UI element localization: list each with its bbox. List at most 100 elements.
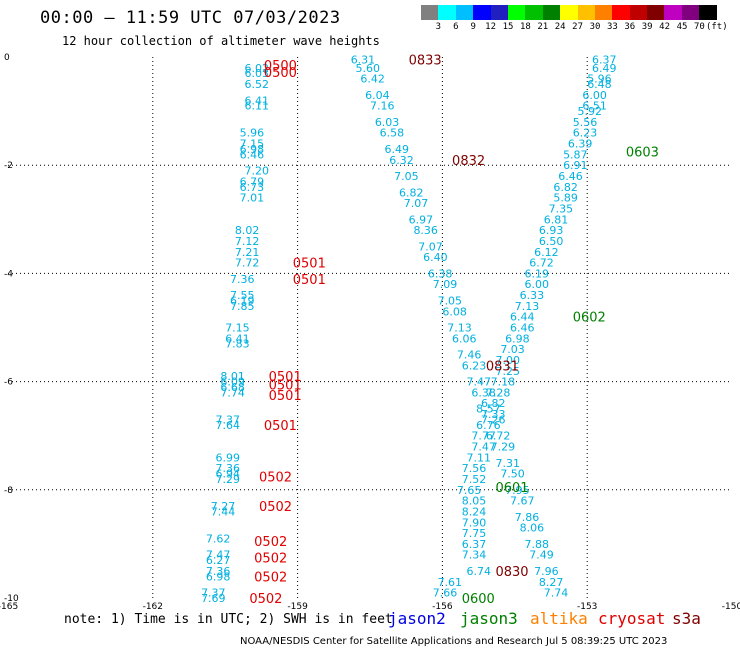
wave-height-value: 6.94 [216,468,241,481]
x-tick-label: -150 [722,602,740,612]
wave-height-value: 7.11 [467,451,492,464]
wave-height-value: 6.41 [225,332,250,345]
legend-swatch [525,5,543,20]
wave-height-value: 7.37 [216,413,241,426]
wave-height-value: 6.38 [428,267,453,280]
pass-time-label: 0501 [269,378,302,393]
legend-swatch [507,5,526,20]
wave-height-map[interactable]: -165 -162 -159 -156 -153 -150 0 -2 -4 -6 -8 -10 6.02… [0,0,740,612]
wave-height-value: 6.23 [573,127,598,140]
wave-height-value: 8.06 [520,522,545,535]
wave-height-value: 6.99 [216,451,241,464]
wave-height-value: 7.16 [370,100,395,113]
wave-height-value: 8.36 [413,224,438,237]
wave-height-value: 7.67 [510,495,535,508]
legend-label: 36 [624,22,636,32]
wave-height-value: 7.72 [235,257,260,270]
legend-label: 33 [606,22,618,32]
legend-swatch [560,5,578,20]
legend-swatch [681,5,700,20]
wave-height-value: 7.21 [235,246,260,259]
y-tick-label: 0 [4,53,10,63]
credit-line: NOAA/NESDIS Center for Satellite Applica… [240,636,668,647]
wave-height-value: 6.19 [230,294,255,307]
wave-height-value: 8.05 [462,495,487,508]
wave-height-value: 7.95 [505,484,530,497]
satellite-legend-item: s3a [672,609,701,628]
legend-label: 12 [485,22,497,32]
pass-time-label: 0831 [486,359,519,374]
wave-height-value: 6.68 [220,381,245,394]
wave-height-value: 7.36 [230,273,255,286]
wave-height-value: 7.36 [216,462,241,475]
pass-time-label: 0600 [462,592,495,607]
wave-height-value: 7.96 [534,565,559,578]
wave-height-value: 7.85 [230,300,255,313]
wave-height-value: 6.98 [505,332,530,345]
wave-height-value: 7.47 [206,549,231,562]
x-tick-label: -159 [287,602,308,612]
wave-height-value: 6.46 [240,148,265,161]
color-legend-bar [421,5,717,20]
x-tick-label: -153 [577,602,597,612]
wave-height-value: 6.50 [539,235,564,248]
wave-height-value: 6.72 [486,430,511,443]
wave-height-value: 7.07 [404,197,429,210]
legend-swatch [542,5,561,20]
wave-height-value: 7.77 [471,430,496,443]
wave-height-value: 6.49 [592,62,617,75]
wave-height-value: 6.03 [245,67,269,80]
wave-height-value: 7.47 [471,441,496,454]
legend-swatch [473,5,491,20]
wave-height-value: 6.42 [360,73,385,86]
wave-height-value: 7.07 [418,240,443,253]
wave-height-value: 6.82 [399,186,424,199]
legend-swatch [664,5,682,20]
wave-height-value: 6.46 [558,170,583,183]
wave-height-value: 7.05 [438,294,463,307]
wave-height-value: 8.24 [462,505,487,518]
wave-height-value: 7.52 [462,473,487,486]
wave-height-value: 6.76 [476,419,501,432]
wave-height-value: 7.03 [500,343,525,356]
wave-height-value: 6.37 [462,538,487,551]
pass-time-label: 0502 [259,500,292,515]
wave-height-value: 5.87 [563,148,588,161]
wave-height-value: 6.74 [467,565,492,578]
legend-swatch [612,5,630,20]
wave-height-value: 7.13 [515,300,540,313]
legend-swatch [577,5,595,20]
wave-height-value: 5.96 [587,73,612,86]
x-tick-label: -165 [0,602,18,612]
wave-height-value: 7.56 [462,462,487,475]
wave-height-value: 7.44 [211,505,236,518]
wave-height-value: 6.82 [553,181,578,194]
footnote: note: 1) Time is in UTC; 2) SWH is in fe… [64,612,393,627]
wave-height-value: 6.98 [206,570,231,583]
legend-swatch [421,5,439,20]
wave-height-value: 7.66 [433,587,458,600]
wave-height-value: 6.97 [409,213,434,226]
wave-height-value: 6.02 [245,62,269,75]
wave-height-value: 6.51 [582,100,607,113]
pass-time-label: 0833 [409,54,442,69]
wave-height-value: 6.08 [442,305,467,318]
pass-time-label: 0602 [573,311,606,326]
y-tick-label: -4 [4,269,13,279]
wave-height-value: 6.12 [534,246,559,259]
legend-swatch [455,5,474,20]
page-subtitle: 12 hour collection of altimeter wave hei… [62,34,380,48]
wave-height-value: 7.88 [524,538,549,551]
wave-height-value: 7.90 [462,516,487,529]
wave-height-value: 7.18 [491,376,515,389]
legend-label: 39 [641,22,653,32]
wave-height-value: 7.34 [462,549,487,562]
legend-swatch [629,5,648,20]
wave-height-value: 8.01 [220,370,245,383]
pass-time-label: 0500 [264,66,297,81]
wave-height-value: 6.31 [351,54,376,67]
pass-time-label: 0603 [626,146,659,161]
legend-label: 15 [502,22,514,32]
satellite-legend-item: jason3 [460,609,518,628]
legend-label: 24 [554,22,566,32]
